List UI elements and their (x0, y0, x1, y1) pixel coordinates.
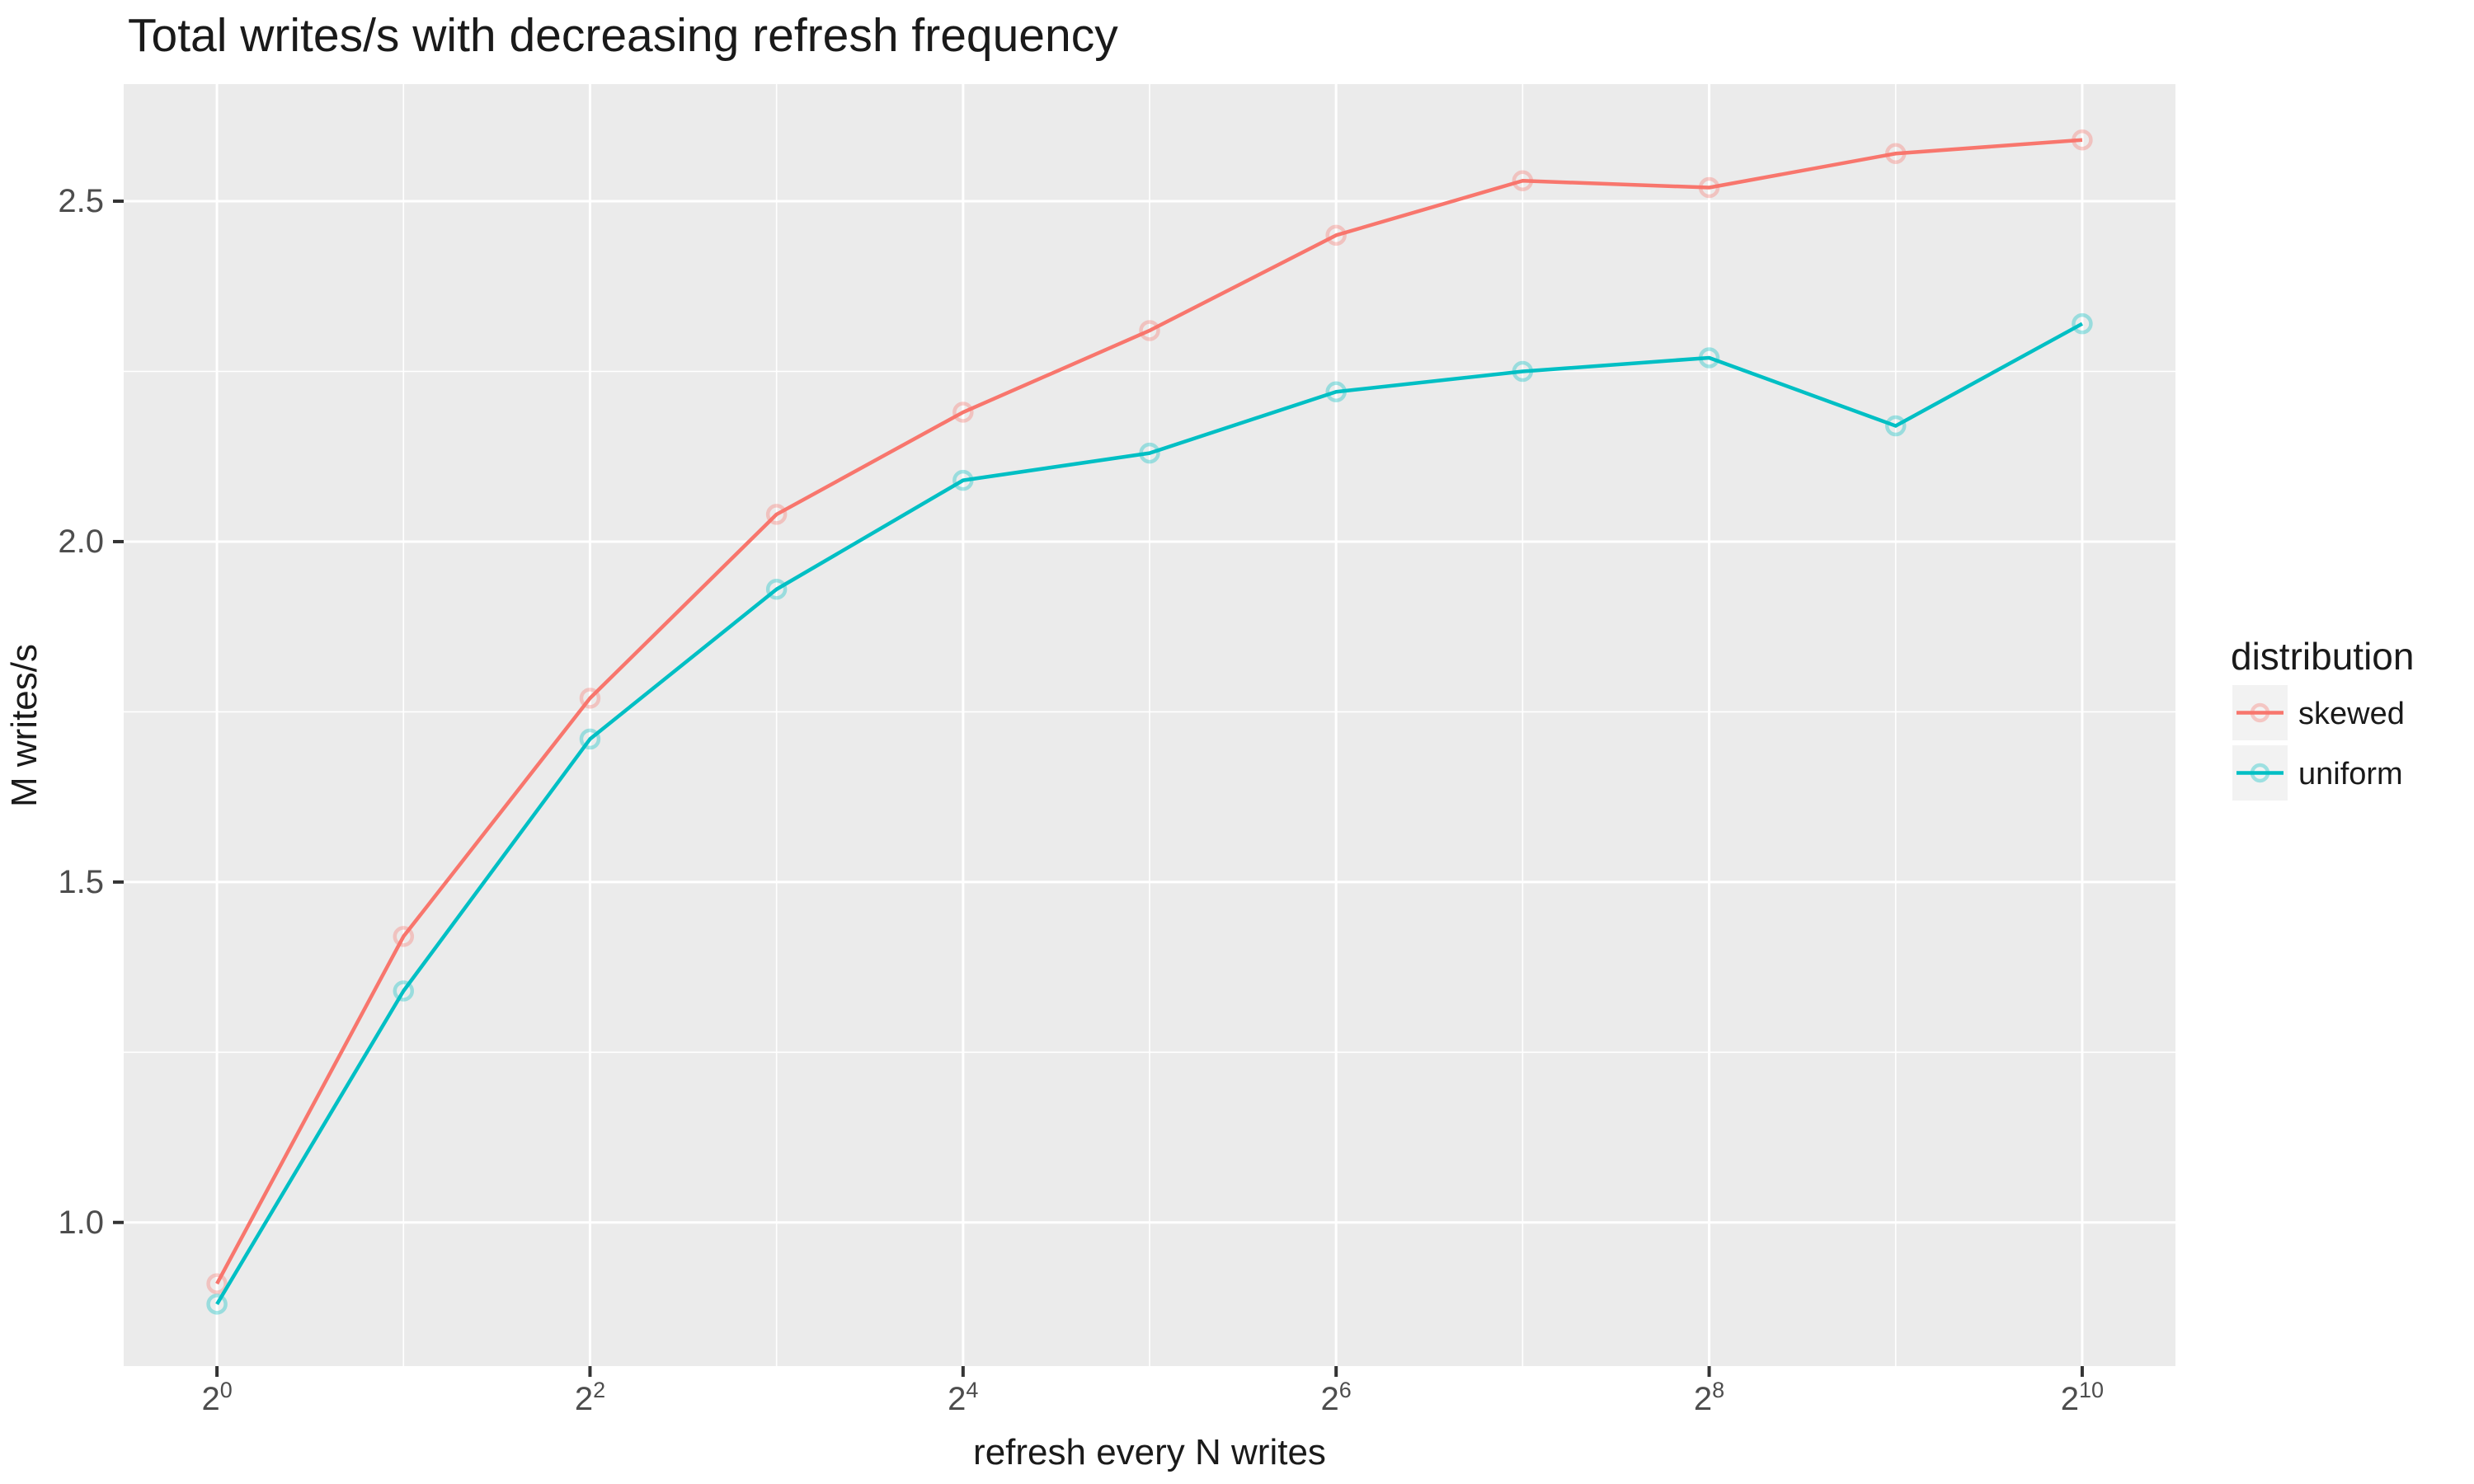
legend-key-point-skewed (2250, 702, 2270, 723)
minor-gridlines (124, 84, 2175, 1366)
data-point-skewed (393, 926, 415, 947)
data-point-uniform (952, 469, 974, 491)
data-point-skewed (1512, 170, 1534, 192)
data-point-skewed (579, 688, 601, 709)
data-point-uniform (393, 980, 415, 1002)
axis-ticks (113, 200, 2084, 1377)
data-point-uniform (2072, 312, 2093, 335)
series-line-uniform (215, 322, 2083, 1306)
x-tick-label: 24 (948, 1378, 978, 1417)
legend: distribution skewed uniform (2231, 635, 2414, 801)
data-point-skewed (765, 504, 788, 525)
data-point-uniform (765, 579, 788, 600)
data-point-uniform (579, 728, 601, 750)
y-tick-label: 1.0 (58, 1205, 104, 1241)
y-tick-label: 2.0 (58, 524, 104, 560)
data-point-skewed (1139, 320, 1160, 341)
data-point-skewed (1884, 143, 1907, 164)
data-point-uniform (1325, 381, 1347, 403)
data-point-uniform (1512, 360, 1534, 383)
x-tick-label: 22 (575, 1378, 605, 1417)
legend-label-skewed: skewed (2298, 697, 2405, 731)
legend-key-point-uniform (2250, 763, 2270, 783)
x-tick-label: 26 (1321, 1378, 1352, 1417)
data-point-skewed (2072, 129, 2093, 151)
x-tick-label: 28 (1694, 1378, 1724, 1417)
major-gridlines (124, 84, 2175, 1366)
data-point-uniform (1698, 347, 1720, 369)
y-axis-title: M writes/s (4, 644, 45, 807)
data-point-skewed (1698, 176, 1720, 199)
legend-label-uniform: uniform (2298, 757, 2403, 791)
legend-keys (2232, 685, 2288, 801)
series-line-skewed (215, 138, 2083, 1285)
x-tick-label: 210 (2061, 1378, 2104, 1417)
data-point-skewed (1325, 224, 1347, 247)
data-point-skewed (952, 402, 974, 423)
data-point-uniform (1139, 442, 1160, 464)
chart-title: Total writes/s with decreasing refresh f… (128, 9, 1118, 62)
y-tick-label: 2.5 (58, 183, 104, 219)
x-axis-title: refresh every N writes (973, 1432, 1326, 1472)
data-point-skewed (206, 1273, 228, 1294)
y-tick-label: 1.5 (58, 864, 104, 900)
data-point-uniform (206, 1294, 228, 1315)
series-layer (206, 129, 2093, 1315)
legend-title: distribution (2231, 635, 2414, 678)
x-tick-label: 20 (201, 1378, 232, 1417)
data-point-uniform (1884, 415, 1907, 437)
